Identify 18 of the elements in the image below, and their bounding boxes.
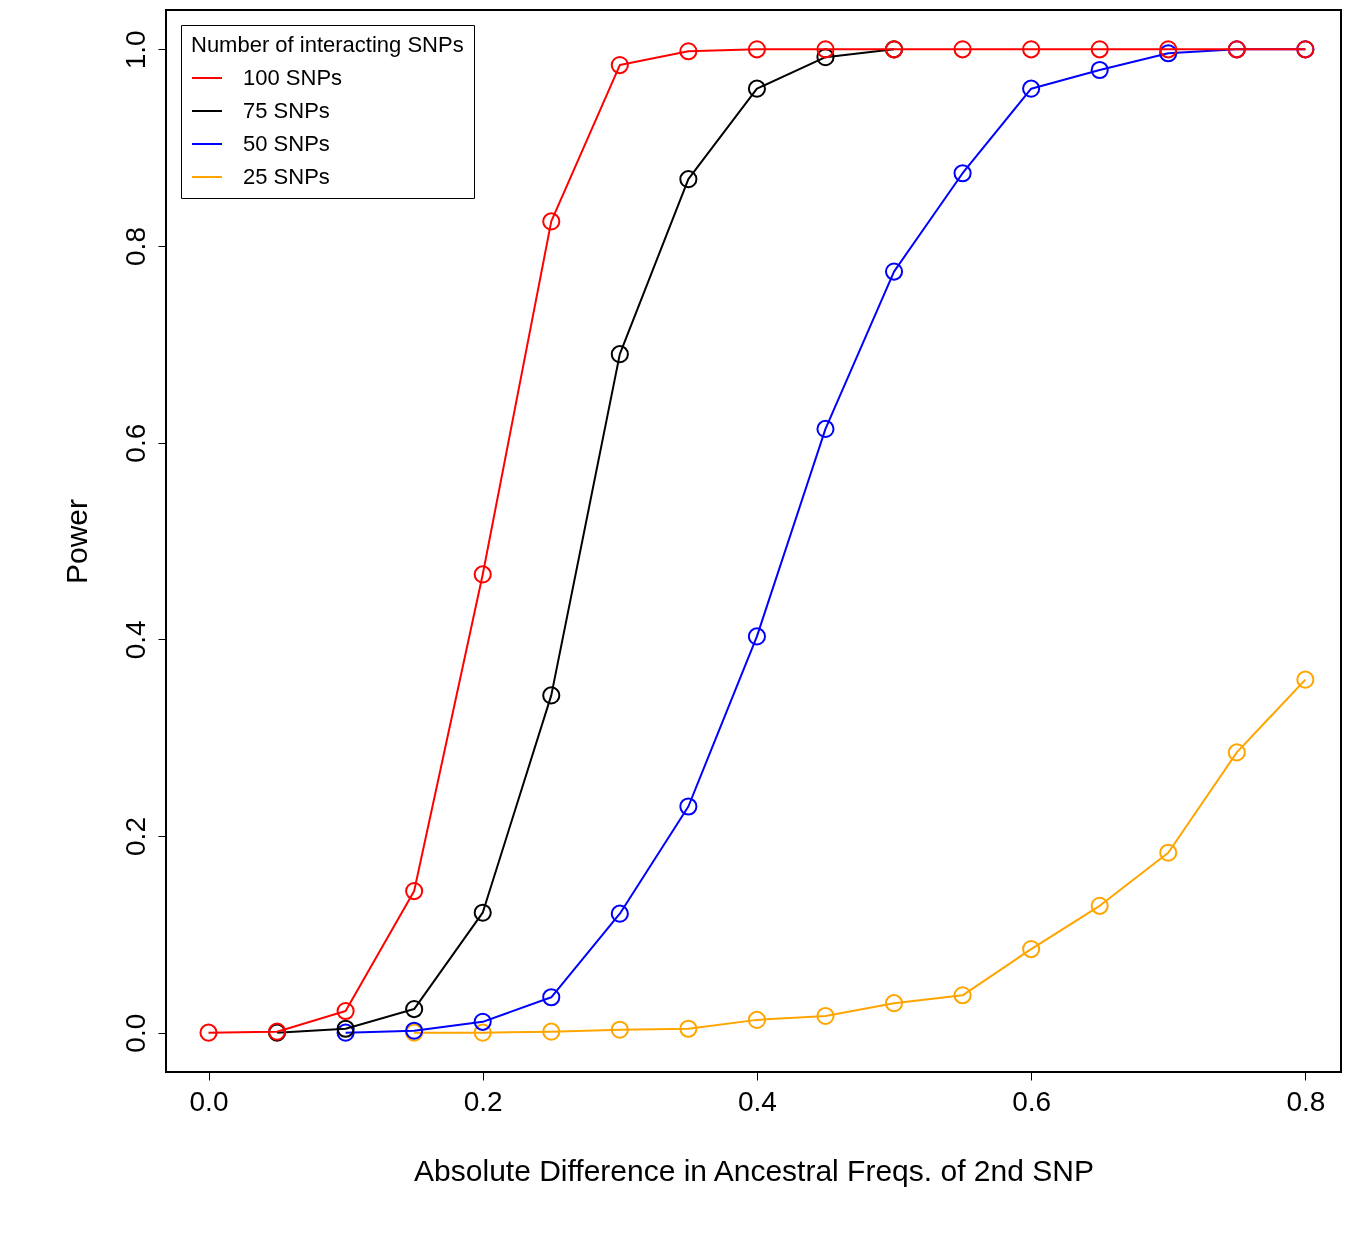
x-tick-label: 0.4 <box>737 1085 777 1117</box>
legend-title: Number of interacting SNPs <box>191 32 464 57</box>
x-tick-label: 0.8 <box>1286 1085 1326 1117</box>
legend-label: 100 SNPs <box>243 65 343 90</box>
x-tick-label: 0.6 <box>1012 1085 1052 1117</box>
x-tick-label: 0.0 <box>189 1085 229 1117</box>
legend-label: 50 SNPs <box>243 131 330 156</box>
y-tick-label: 0.8 <box>119 227 151 266</box>
x-axis-title: Absolute Difference in Ancestral Freqs. of 2nd SNP <box>414 1153 1094 1187</box>
y-tick-label: 0.0 <box>119 1013 151 1053</box>
y-tick-label: 1.0 <box>119 30 151 70</box>
legend-label: 75 SNPs <box>243 98 330 123</box>
y-tick-label: 0.6 <box>119 423 151 463</box>
y-tick-label: 0.2 <box>119 817 151 856</box>
y-tick-label: 0.4 <box>119 620 151 660</box>
legend-label: 25 SNPs <box>243 164 330 189</box>
x-tick-label: 0.2 <box>463 1085 503 1117</box>
y-axis-title: Power <box>59 498 93 585</box>
